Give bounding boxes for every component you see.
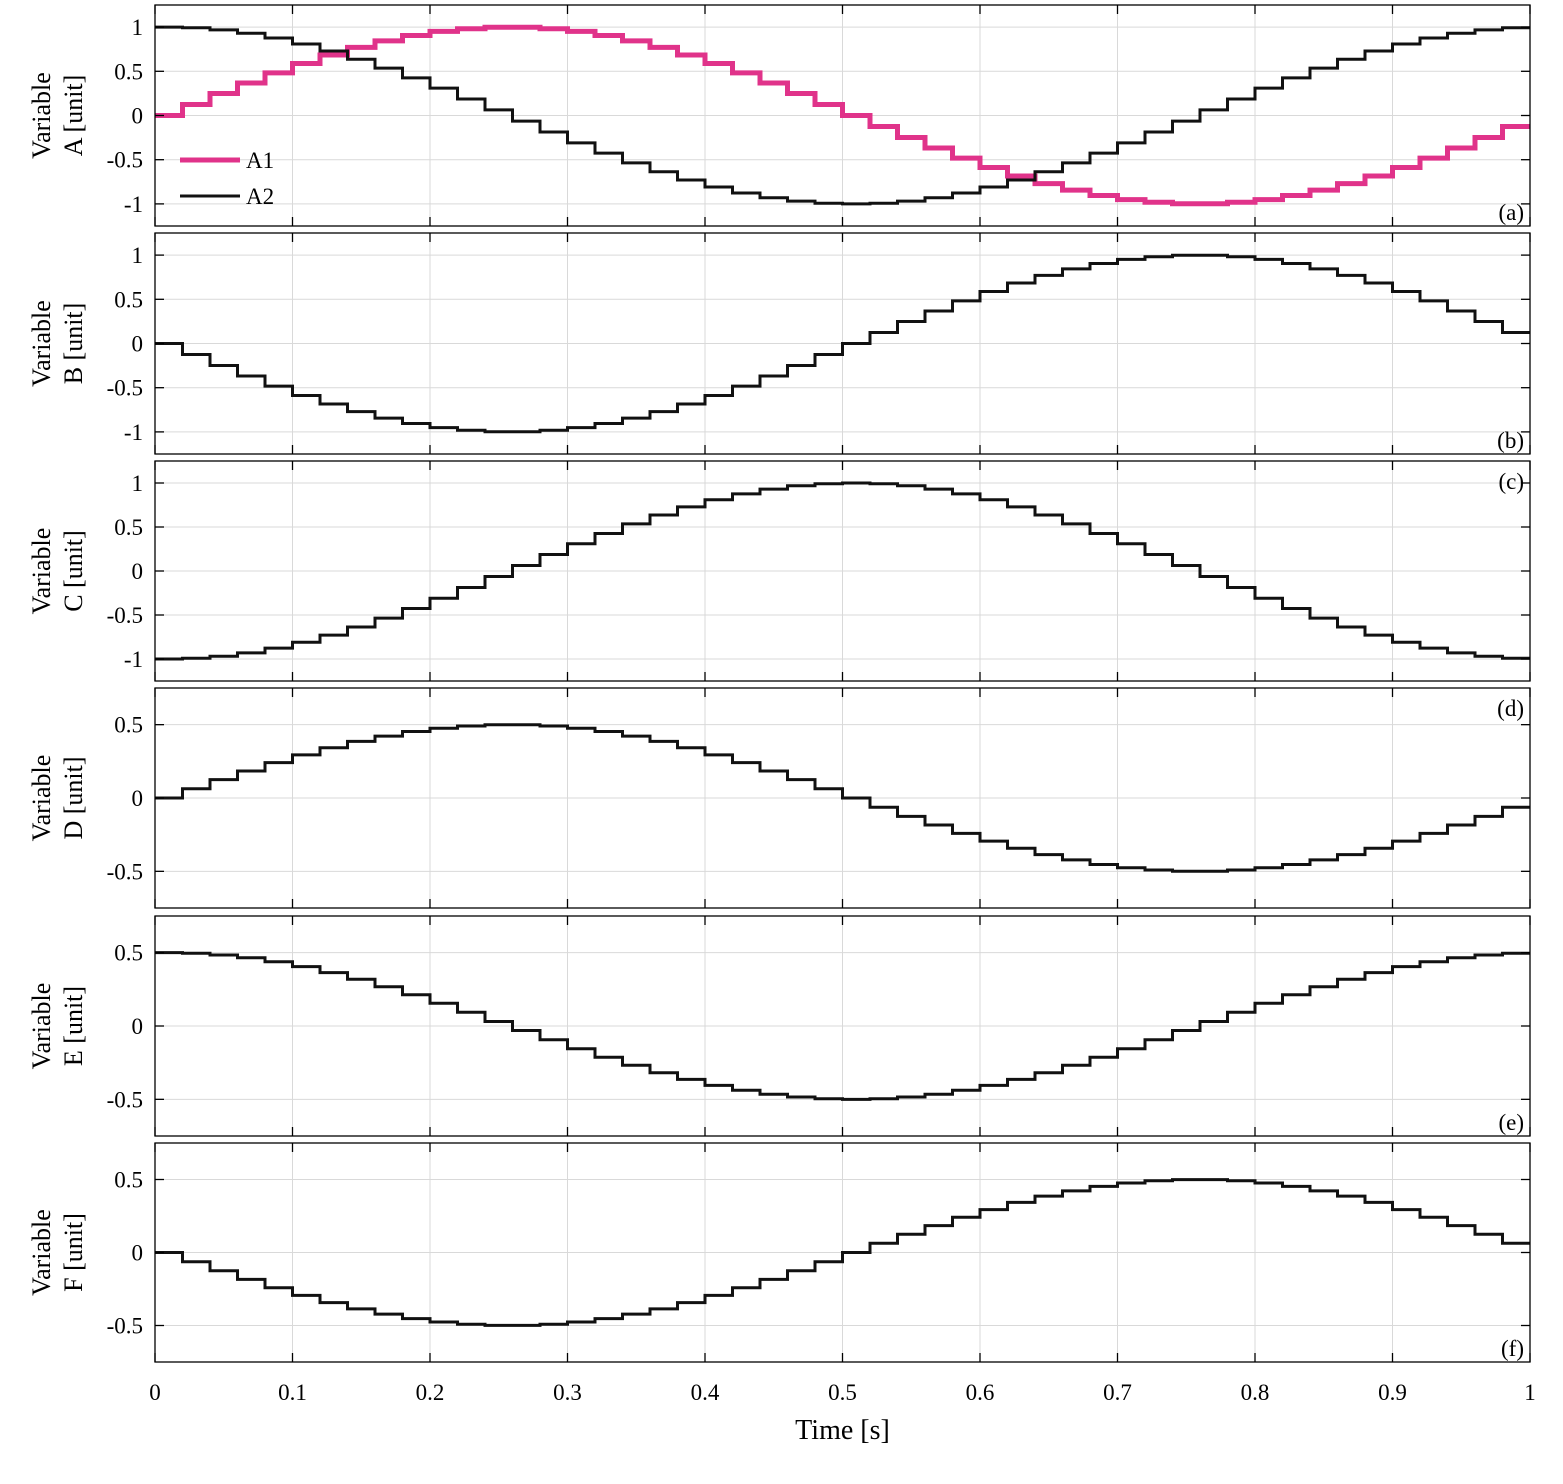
- y-tick-label: -1: [124, 420, 143, 445]
- panel-label: (a): [1498, 200, 1524, 225]
- y-tick-label: 0.5: [114, 59, 143, 84]
- y-axis-label-line1: Variable: [27, 528, 56, 615]
- panel-f: -0.5 0 0.5 Variable F [unit] (f): [27, 1142, 1531, 1363]
- y-tick-label: 0: [132, 559, 144, 584]
- panel-d: -0.5 0 0.5 Variable D [unit] (d): [27, 687, 1531, 909]
- y-tick-label: 1: [132, 15, 144, 40]
- series-e-1: [155, 951, 1530, 1101]
- series-d-1: [155, 723, 1530, 873]
- y-axis-label: Variable F [unit]: [27, 1209, 88, 1296]
- y-tick-label: 1: [132, 471, 144, 496]
- y-axis-label-line2: C [unit]: [59, 530, 88, 612]
- y-axis-label-line2: D [unit]: [59, 756, 88, 839]
- y-tick-label: 0: [132, 786, 144, 811]
- panel-label: (b): [1497, 428, 1524, 453]
- series-b-1: [155, 253, 1530, 434]
- y-axis-label: Variable A [unit]: [27, 72, 88, 159]
- panel-c: -1 -0.5 0 0.5 1 Variable C [unit] (c): [27, 460, 1531, 682]
- y-tick-label: -0.5: [107, 603, 143, 628]
- series-a-2: [155, 25, 1530, 206]
- y-tick-label: 0.5: [114, 941, 143, 966]
- y-tick-label: -0.5: [107, 1087, 143, 1112]
- y-tick-label: 0.5: [114, 713, 143, 738]
- y-axis-label: Variable E [unit]: [27, 983, 88, 1070]
- y-axis-label: Variable C [unit]: [27, 528, 88, 615]
- series-a-1: [155, 24, 1530, 207]
- y-tick-label: 0: [132, 1014, 144, 1039]
- y-tick-label: -0.5: [107, 376, 143, 401]
- y-tick-label: -0.5: [107, 1314, 143, 1339]
- y-tick-label: -1: [124, 192, 143, 217]
- x-tick-label: 0.5: [828, 1380, 857, 1405]
- y-axis-label-line2: B [unit]: [59, 303, 88, 385]
- y-tick-label: 0.5: [114, 515, 143, 540]
- y-tick-label: 0: [132, 1241, 144, 1266]
- x-axis-label: Time [s]: [795, 1415, 890, 1446]
- y-axis-label: Variable D [unit]: [27, 755, 88, 842]
- panel-label: (f): [1501, 1336, 1524, 1361]
- x-tick-label: 0.4: [691, 1380, 720, 1405]
- y-axis-label-line1: Variable: [27, 755, 56, 842]
- x-tick-label: 0.8: [1241, 1380, 1270, 1405]
- y-axis-label-line2: A [unit]: [59, 75, 88, 157]
- x-tick-label: 0.3: [553, 1380, 582, 1405]
- y-tick-label: 0.5: [114, 287, 143, 312]
- y-tick-label: -1: [124, 647, 143, 672]
- y-tick-label: -0.5: [107, 148, 143, 173]
- x-tick-label: 0.9: [1378, 1380, 1407, 1405]
- x-tick-label: 0.7: [1103, 1380, 1132, 1405]
- panel-label: (d): [1497, 696, 1524, 721]
- series-c-1: [155, 481, 1530, 661]
- y-tick-label: -0.5: [107, 859, 143, 884]
- panel-b: -1 -0.5 0 0.5 1 Variable B [unit] (b): [27, 232, 1531, 455]
- series-f-1: [155, 1178, 1530, 1327]
- y-axis-label-line1: Variable: [27, 1209, 56, 1296]
- y-tick-label: 0.5: [114, 1168, 143, 1193]
- panel-label: (c): [1498, 469, 1524, 494]
- y-axis-label-line2: E [unit]: [59, 986, 88, 1066]
- x-tick-label: 0: [149, 1380, 161, 1405]
- y-tick-label: 0: [132, 332, 144, 357]
- legend-label: A2: [246, 184, 274, 209]
- panel-a: -1 -0.5 0 0.5 1 Variable A [unit] (a) A1 A2: [27, 4, 1531, 227]
- panel-label: (e): [1498, 1110, 1524, 1135]
- panel-e: -0.5 0 0.5 Variable E [unit] (e): [27, 915, 1531, 1137]
- y-axis-label-line2: F [unit]: [59, 1213, 88, 1292]
- y-tick-label: 0: [132, 104, 144, 129]
- y-tick-label: 1: [132, 243, 144, 268]
- y-axis-label-line1: Variable: [27, 300, 56, 387]
- x-tick-label: 1: [1524, 1380, 1536, 1405]
- y-axis-label-line1: Variable: [27, 983, 56, 1070]
- y-axis-label: Variable B [unit]: [27, 300, 88, 387]
- x-tick-label: 0.2: [416, 1380, 445, 1405]
- x-tick-label: 0.1: [278, 1380, 307, 1405]
- y-axis-label-line1: Variable: [27, 72, 56, 159]
- x-tick-label: 0.6: [966, 1380, 995, 1405]
- legend-label: A1: [246, 148, 274, 173]
